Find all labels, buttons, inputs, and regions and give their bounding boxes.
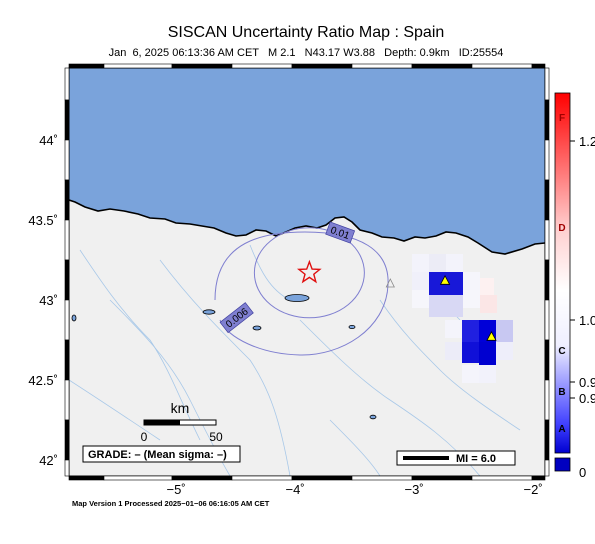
- map-title: SISCAN Uncertainty Ratio Map : Spain: [167, 24, 445, 41]
- epicenter-star-icon: [296, 259, 322, 284]
- colorbar-value-2: 1.0: [579, 313, 595, 328]
- mi-text: MI = 6.0: [456, 453, 496, 465]
- colorbar-value-1: 1.2: [579, 134, 595, 149]
- map-frame: [64, 63, 550, 481]
- lat-tick-label: 42˚: [39, 453, 58, 468]
- coastline: [69, 199, 545, 255]
- scale-bar: km 0 50: [141, 400, 223, 444]
- station-triangle-icon: [486, 330, 497, 341]
- map-axes: 42˚ 42.5˚ 43˚ 43.5˚ 44˚ −5˚ −4˚ −3˚ −2˚: [28, 133, 542, 497]
- grade-letter-c: C: [558, 346, 565, 357]
- lat-tick-label: 42.5˚: [28, 373, 58, 388]
- sea-area: [69, 68, 545, 254]
- scale-bar-zero: 0: [141, 430, 148, 444]
- scale-bar-fifty: 50: [209, 430, 223, 444]
- grade-letter-d: D: [558, 223, 565, 234]
- uncertainty-grid: [412, 254, 513, 383]
- lon-tick-label: −5˚: [167, 482, 186, 497]
- station-triangle-icon: [439, 274, 451, 285]
- grade-text: GRADE: – (Mean sigma: –): [88, 449, 227, 461]
- reservoirs: [71, 294, 377, 420]
- grade-box: GRADE: – (Mean sigma: –): [82, 445, 241, 463]
- processing-note: Map Version 1 Processed 2025−01−06 06:16…: [72, 499, 270, 508]
- rivers: [69, 244, 521, 476]
- lon-tick-label: −2˚: [524, 482, 543, 497]
- lon-tick-label: −3˚: [405, 482, 424, 497]
- colorbar-value-4: 0.9: [579, 391, 595, 406]
- grade-letter-f: F: [559, 113, 565, 124]
- map-body: 0.006 0.01 km 0 50 GRADE: – (Mean sigma:…: [69, 68, 545, 476]
- colorbar: F D C B A 1.2 1.0 0.9 0.9 0: [554, 92, 595, 480]
- colorbar-value-3: 0.9: [579, 375, 595, 390]
- lat-tick-label: 43.5˚: [28, 213, 58, 228]
- stations: [439, 274, 497, 341]
- grade-letter-a: A: [558, 424, 565, 435]
- colorbar-value-5: 0: [579, 465, 586, 480]
- lat-tick-label: 43˚: [39, 293, 58, 308]
- event-info: Jan 6, 2025 06:13:36 AM CET M 2.1 N43.17…: [108, 47, 504, 59]
- station-open-icon: [385, 278, 395, 288]
- scale-bar-title: km: [171, 400, 190, 416]
- lon-tick-label: −4˚: [286, 482, 305, 497]
- mi-box: MI = 6.0: [396, 450, 516, 466]
- grade-letter-b: B: [558, 387, 565, 398]
- uncertainty-contours: [214, 227, 389, 356]
- lat-tick-label: 44˚: [39, 133, 58, 148]
